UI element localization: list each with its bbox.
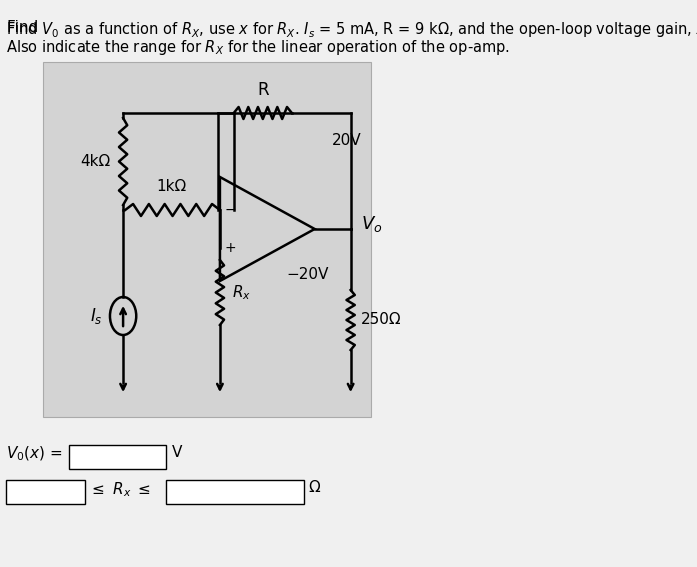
Text: 20V: 20V [332, 133, 362, 148]
Text: $V_o$: $V_o$ [361, 214, 383, 234]
Text: +: + [224, 241, 236, 255]
Text: Ω: Ω [309, 480, 320, 495]
Text: Find $V_0$ as a function of $R_X$, use $x$ for $R_X$. $I_s$ = 5 mA, R = 9 k$\Ome: Find $V_0$ as a function of $R_X$, use $… [6, 18, 697, 40]
FancyBboxPatch shape [166, 480, 305, 504]
Text: Also indicate the range for $R_X$ for the linear operation of the op-amp.: Also indicate the range for $R_X$ for th… [6, 38, 510, 57]
Text: Find: Find [7, 20, 43, 35]
Text: $\leq$ $R_x$ $\leq$: $\leq$ $R_x$ $\leq$ [89, 480, 151, 499]
Text: −: − [224, 203, 236, 217]
Text: $R_x$: $R_x$ [232, 283, 252, 302]
Text: $V_0(x)$ =: $V_0(x)$ = [6, 445, 62, 463]
FancyBboxPatch shape [69, 445, 166, 469]
Text: −20V: −20V [286, 267, 329, 282]
FancyBboxPatch shape [43, 62, 372, 417]
Text: 4kΩ: 4kΩ [80, 154, 111, 169]
Text: V: V [171, 445, 182, 460]
Text: R: R [257, 81, 268, 99]
FancyBboxPatch shape [6, 480, 85, 504]
Text: 250Ω: 250Ω [361, 312, 401, 328]
Text: 1kΩ: 1kΩ [156, 179, 187, 194]
Text: $I_s$: $I_s$ [90, 306, 102, 326]
